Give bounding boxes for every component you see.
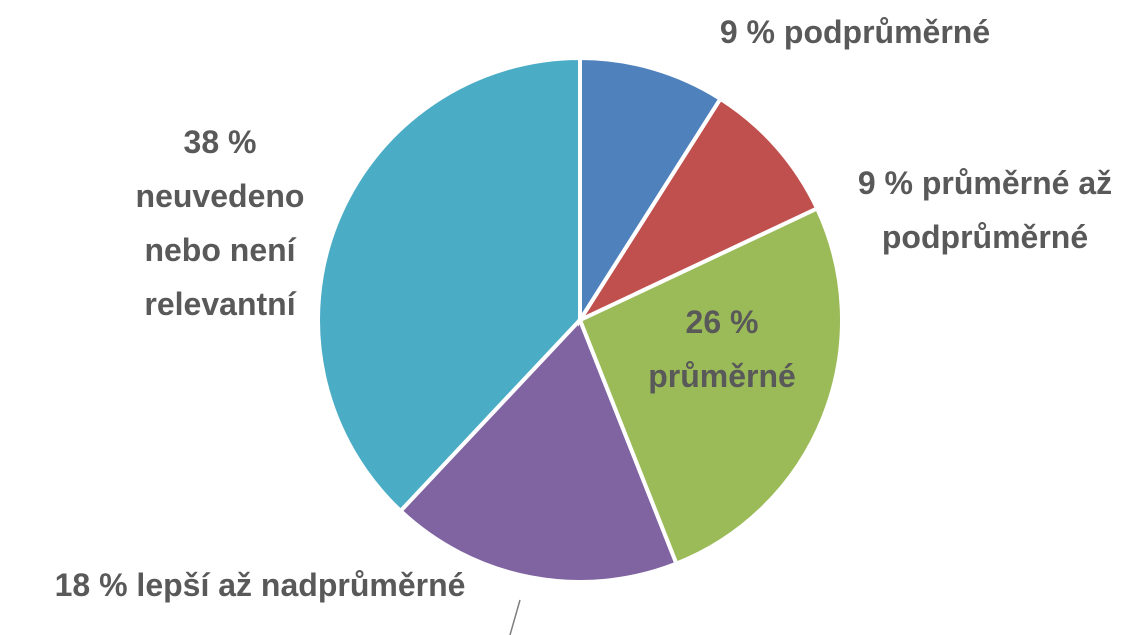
value-label: 18 % (54, 567, 128, 603)
category-label: průměrné (648, 358, 796, 394)
category-label: průměrné až podprůměrné (881, 165, 1113, 255)
data-label: 38 % neuvedeno nebo není relevantní (105, 115, 335, 331)
data-label: 18 % lepší až nadprůměrné (0, 558, 520, 612)
category-label: lepší až nadprůměrné (136, 567, 466, 603)
value-label: 9 % (857, 165, 913, 201)
pie-slice (397, 316, 680, 584)
data-label: 9 % průměrné až podprůměrné (835, 156, 1135, 264)
category-label: podprůměrné (783, 14, 991, 50)
pie-slice (577, 205, 844, 567)
pie-slice (316, 55, 582, 514)
category-label: neuvedeno nebo není relevantní (135, 178, 305, 322)
pie-slice (578, 55, 724, 327)
pie-slice (574, 96, 820, 325)
leader-line (509, 599, 521, 635)
data-label: 9 % podprůměrné (655, 5, 1055, 59)
value-label: 38 % (183, 124, 257, 160)
data-label: 26 % průměrné (612, 295, 832, 403)
value-label: 9 % (719, 14, 775, 50)
value-label: 26 % (685, 304, 759, 340)
